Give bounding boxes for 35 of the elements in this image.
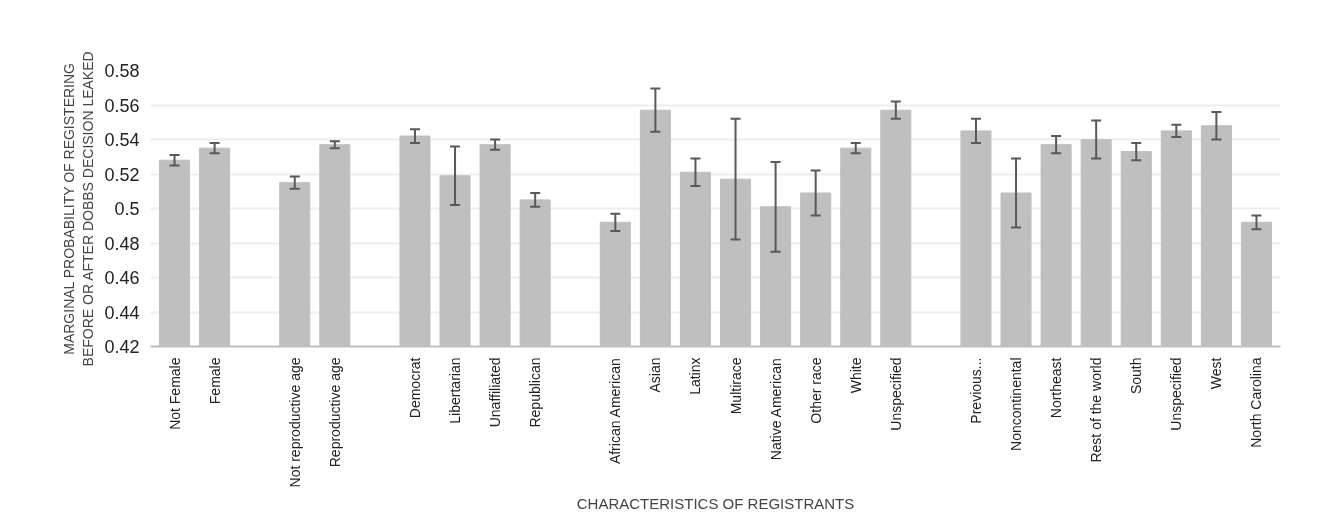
x-tick-label: Republican	[527, 357, 544, 428]
x-tick-label: Female	[206, 357, 223, 405]
x-tick-label: Libertarian	[447, 357, 464, 424]
y-tick-label: 0.5	[114, 199, 140, 219]
x-tick-label: Reproductive age	[326, 357, 343, 468]
x-tick-label: Unaffiliated	[487, 357, 504, 428]
x-tick-label: Noncontinental	[1008, 357, 1025, 451]
y-tick-label: 0.58	[104, 61, 140, 81]
x-tick-label: Unspecified	[1168, 357, 1185, 431]
x-tick-label: North Carolina	[1248, 357, 1265, 448]
x-tick-label: Unspecified	[887, 357, 904, 431]
x-tick-label: Rest of the world	[1088, 357, 1105, 463]
y-tick-label: 0.44	[104, 302, 140, 323]
x-tick-label: Not reproductive age	[286, 357, 303, 488]
y-axis-title: MARGINAL PROBABILITY OF REGISTERING BEFORE OR AFTER DOBBS DECISION LEAKED	[61, 51, 97, 367]
y-tick-label: 0.46	[104, 268, 140, 288]
y-tick-label: 0.54	[104, 130, 140, 150]
y-tick-label: 0.48	[104, 233, 140, 254]
x-axis-title: CHARACTERISTICS OF REGISTRANTS	[576, 495, 855, 513]
x-tick-label: South	[1128, 357, 1145, 395]
x-tick-label: West	[1208, 357, 1225, 390]
x-tick-label: Northeast	[1048, 357, 1065, 419]
x-tick-label: African American	[607, 358, 624, 465]
x-tick-label: Latinx	[687, 357, 704, 395]
x-tick-label: White	[847, 357, 864, 394]
x-tick-label: Multirace	[727, 357, 744, 415]
x-tick-label: Asian	[647, 357, 664, 393]
x-tick-label: Previous...	[967, 357, 984, 424]
x-tick-label: Democrat	[406, 357, 423, 419]
y-tick-label: 0.56	[104, 95, 140, 116]
x-tick-label: Not Female	[166, 357, 183, 430]
x-tick-label: Other race	[807, 357, 824, 424]
y-tick-label: 0.42	[104, 337, 140, 357]
y-tick-label: 0.52	[104, 164, 140, 185]
x-tick-label: Native American	[767, 358, 784, 461]
